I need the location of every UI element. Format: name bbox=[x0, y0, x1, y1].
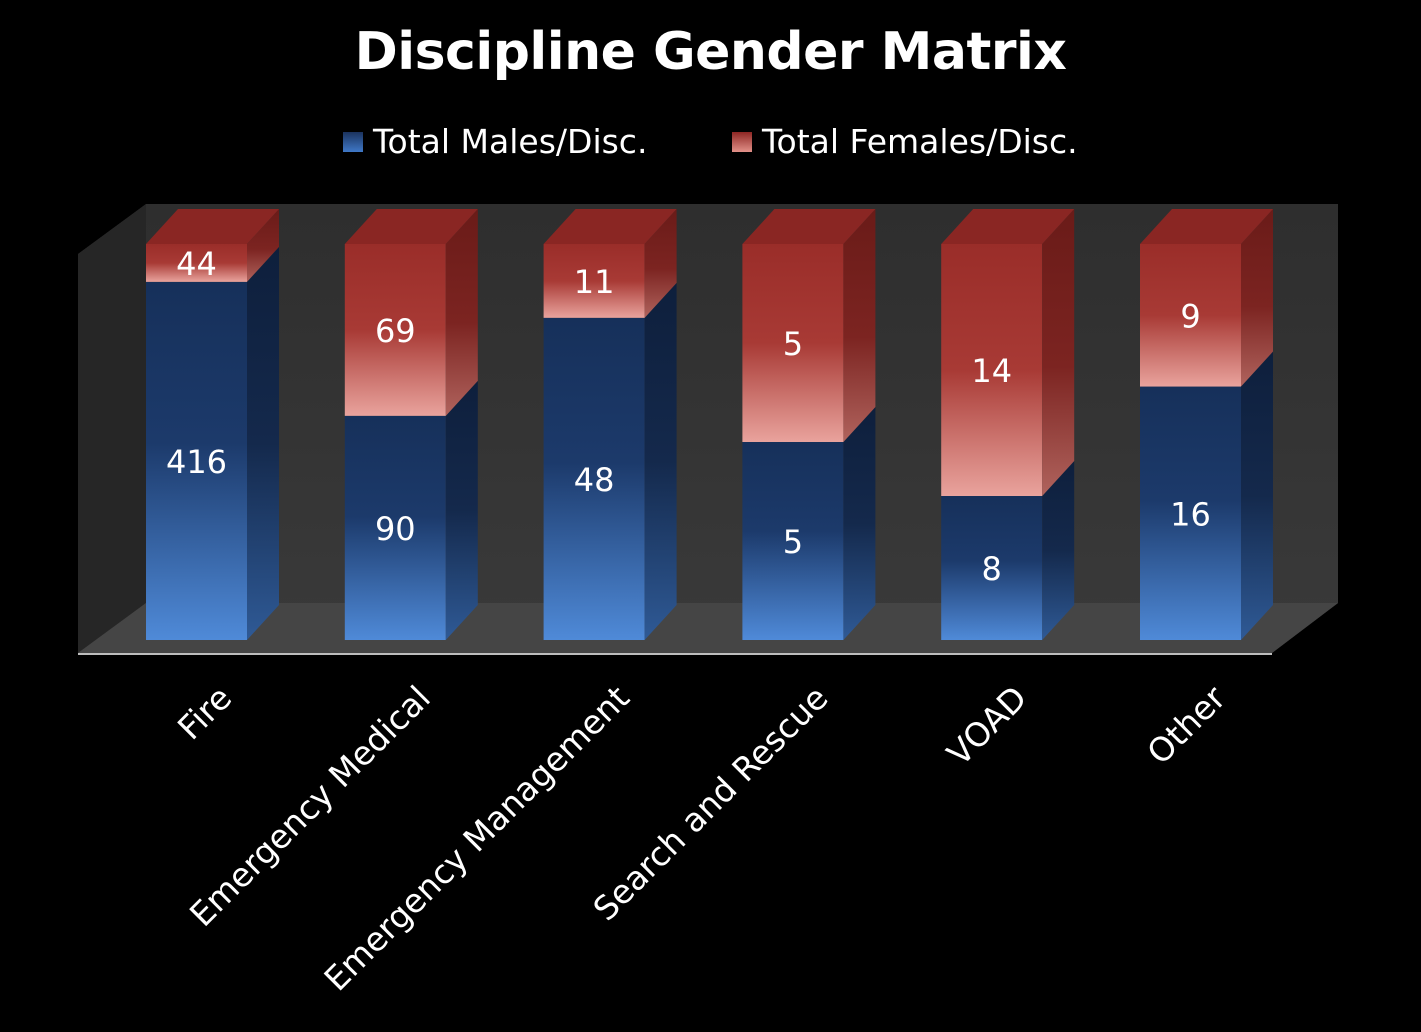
bar-group-emergency-medical: 90 69 bbox=[344, 209, 478, 640]
bar-top-fire bbox=[146, 209, 279, 244]
data-label-females-emergency-management: 11 bbox=[574, 263, 615, 301]
bar-top-other bbox=[1140, 209, 1273, 244]
bar-males-fire-front bbox=[146, 281, 247, 640]
legend-swatch-females bbox=[732, 131, 752, 152]
legend-label-males: Total Males/Disc. bbox=[373, 122, 648, 161]
bar-females-fire-front bbox=[146, 244, 247, 282]
chart-title: Discipline Gender Matrix bbox=[354, 22, 1067, 82]
bar-females-search-and-rescue-side bbox=[843, 209, 876, 442]
bar-males-emergency-medical-front bbox=[344, 415, 446, 640]
data-label-females-search-and-rescue: 5 bbox=[783, 325, 803, 363]
data-label-males-emergency-management: 48 bbox=[574, 461, 615, 499]
bar-males-voad-front bbox=[941, 496, 1043, 640]
bar-group-other: 16 9 bbox=[1140, 209, 1273, 640]
bar-group-voad: 8 14 bbox=[941, 209, 1075, 640]
data-label-males-fire: 416 bbox=[166, 443, 227, 481]
bar-males-emergency-medical-side bbox=[445, 380, 478, 640]
bar-group-emergency-management: 48 11 bbox=[543, 209, 677, 640]
bar-females-other-side bbox=[1241, 209, 1273, 387]
bar-group-fire: 416 44 bbox=[146, 209, 279, 640]
bar-females-other-front bbox=[1140, 244, 1241, 387]
bar-females-fire-side bbox=[247, 209, 279, 282]
x-tick-label-voad: VOAD bbox=[939, 678, 1034, 773]
bar-top-emergency-management bbox=[543, 209, 677, 244]
legend-swatch-males bbox=[343, 131, 363, 152]
bar-group-search-and-rescue: 55 bbox=[742, 209, 876, 640]
bar-top-search-and-rescue bbox=[742, 209, 876, 244]
bar-females-emergency-management-side bbox=[644, 209, 677, 318]
bar-females-search-and-rescue-front bbox=[742, 244, 844, 442]
data-label-males-voad: 8 bbox=[982, 550, 1002, 588]
bar-females-emergency-medical-side bbox=[445, 209, 478, 416]
data-label-males-emergency-medical: 90 bbox=[375, 510, 416, 548]
data-label-females-fire: 44 bbox=[176, 245, 217, 283]
bar-females-emergency-medical-front bbox=[344, 244, 446, 416]
bar-males-fire-side bbox=[247, 246, 279, 640]
bar-females-emergency-management-front bbox=[543, 244, 645, 318]
data-label-females-other: 9 bbox=[1180, 297, 1200, 335]
bar-females-voad-side bbox=[1042, 209, 1075, 496]
bar-males-emergency-management-side bbox=[644, 282, 677, 640]
bar-males-other-side bbox=[1241, 351, 1273, 640]
bar-males-search-and-rescue-side bbox=[843, 407, 876, 640]
data-label-females-emergency-medical: 69 bbox=[375, 312, 416, 350]
data-label-males-other: 16 bbox=[1170, 495, 1211, 533]
data-label-males-search-and-rescue: 5 bbox=[783, 523, 803, 561]
bar-males-search-and-rescue-front bbox=[742, 442, 844, 640]
legend: Total Males/Disc. Total Females/Disc. bbox=[0, 122, 1421, 168]
bar-top-voad bbox=[941, 209, 1075, 244]
x-tick-label-other: Other bbox=[1139, 678, 1233, 772]
bar-males-emergency-management-front bbox=[543, 317, 645, 640]
x-tick-label-fire: Fire bbox=[170, 678, 239, 747]
legend-label-females: Total Females/Disc. bbox=[762, 122, 1078, 161]
bar-females-voad-front bbox=[941, 244, 1043, 496]
data-label-females-voad: 14 bbox=[971, 352, 1012, 390]
bar-top-emergency-medical bbox=[344, 209, 478, 244]
side-wall bbox=[78, 204, 146, 653]
legend-item-females: Total Females/Disc. bbox=[732, 122, 1078, 161]
bar-males-other-front bbox=[1140, 386, 1241, 640]
bar-males-voad-side bbox=[1042, 461, 1075, 640]
legend-item-males: Total Males/Disc. bbox=[343, 122, 647, 161]
